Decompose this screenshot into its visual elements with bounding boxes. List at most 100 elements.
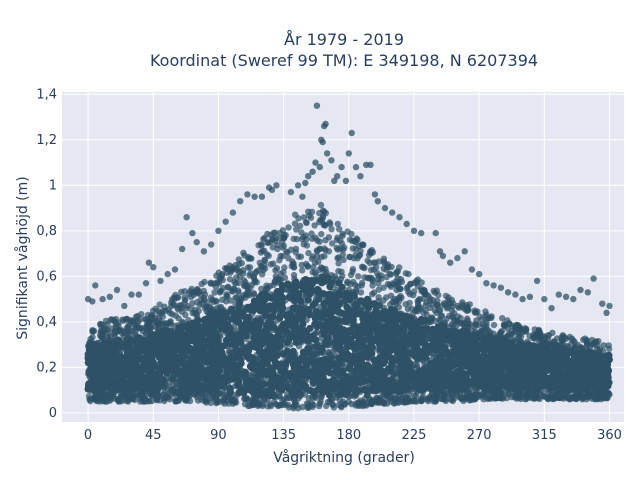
data-point	[272, 229, 279, 236]
data-point	[506, 321, 513, 328]
data-point	[437, 395, 444, 402]
data-point	[181, 294, 188, 301]
data-point	[229, 400, 237, 407]
data-point	[461, 305, 468, 313]
data-point	[319, 265, 326, 272]
data-point	[156, 310, 163, 317]
data-point	[393, 297, 400, 305]
data-point	[105, 392, 112, 399]
data-point	[247, 255, 254, 262]
data-point	[97, 321, 104, 328]
data-point	[300, 214, 308, 221]
data-point	[90, 327, 98, 335]
data-point	[349, 245, 356, 252]
data-point	[395, 286, 403, 293]
data-point	[474, 308, 481, 315]
data-point	[396, 264, 403, 271]
data-point	[422, 302, 429, 309]
data-point	[298, 229, 305, 236]
data-point	[375, 258, 383, 265]
data-point	[187, 293, 195, 301]
data-point	[329, 240, 336, 247]
data-point	[314, 253, 321, 260]
data-point	[367, 248, 374, 255]
data-point	[414, 283, 421, 290]
data-point	[463, 394, 470, 402]
data-point	[568, 335, 576, 342]
data-point	[166, 396, 174, 403]
data-point	[279, 244, 286, 251]
data-point	[260, 235, 267, 243]
data-point	[111, 395, 119, 402]
data-point	[303, 219, 310, 226]
data-point	[494, 394, 501, 402]
data-point	[215, 269, 222, 276]
data-point	[418, 395, 425, 402]
chart-title-line-1: År 1979 - 2019	[284, 30, 404, 49]
data-point	[213, 279, 220, 287]
data-point	[231, 285, 238, 292]
data-point	[303, 260, 310, 268]
data-point	[326, 220, 334, 228]
data-point	[266, 282, 273, 290]
data-point	[135, 318, 142, 325]
data-point	[189, 300, 196, 307]
data-point	[275, 402, 283, 409]
data-point	[281, 264, 288, 271]
data-point	[122, 316, 130, 323]
data-point	[119, 392, 127, 399]
data-point	[600, 342, 607, 349]
data-point	[470, 396, 477, 403]
data-point	[480, 396, 487, 403]
data-point	[104, 321, 111, 328]
data-point	[336, 226, 343, 233]
data-point	[385, 264, 392, 271]
data-point	[161, 319, 168, 327]
data-point	[573, 395, 580, 402]
data-point	[394, 275, 401, 282]
data-point	[407, 280, 414, 288]
data-point	[281, 234, 288, 241]
data-point	[448, 396, 456, 403]
data-point	[454, 391, 461, 399]
data-point	[433, 301, 440, 308]
data-point	[517, 395, 525, 403]
data-point	[106, 397, 113, 404]
data-point	[334, 220, 341, 228]
data-point	[172, 312, 179, 319]
data-point	[160, 391, 167, 398]
data-point	[270, 260, 277, 267]
data-point	[336, 396, 344, 404]
data-point	[311, 269, 319, 276]
data-point	[242, 278, 249, 286]
data-point	[267, 402, 275, 410]
data-point	[508, 334, 515, 341]
data-point	[394, 280, 401, 288]
data-point	[304, 404, 311, 411]
data-point	[303, 242, 311, 249]
data-point	[174, 294, 181, 301]
data-point	[217, 275, 224, 282]
data-point	[348, 230, 355, 238]
data-point	[587, 343, 594, 350]
data-point	[320, 300, 328, 308]
data-point	[194, 298, 201, 306]
data-point	[194, 397, 202, 404]
data-point	[291, 220, 299, 227]
data-point	[387, 271, 395, 278]
data-point	[290, 235, 297, 242]
data-point	[147, 314, 154, 322]
data-point	[346, 253, 354, 261]
data-point	[448, 307, 455, 314]
data-point	[488, 393, 495, 401]
data-point	[194, 391, 201, 398]
data-point	[161, 303, 168, 310]
data-point	[178, 302, 185, 309]
data-point	[111, 318, 119, 325]
data-point	[330, 404, 338, 411]
data-point	[241, 252, 248, 259]
data-point	[173, 398, 180, 405]
data-point	[200, 297, 208, 304]
data-point	[355, 273, 362, 280]
